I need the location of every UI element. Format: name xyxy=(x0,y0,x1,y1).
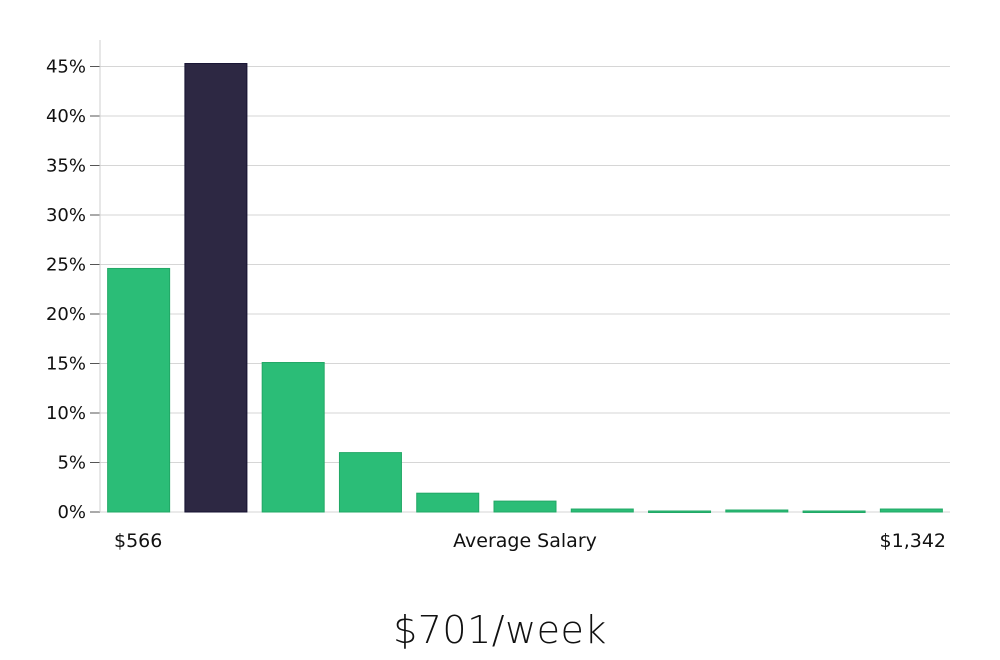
y-tick-label: 30% xyxy=(46,205,86,226)
bar xyxy=(570,508,634,513)
bar xyxy=(261,362,325,513)
bar-highlighted xyxy=(184,63,248,513)
average-salary-headline: $701/week xyxy=(393,608,607,652)
bar xyxy=(648,510,712,514)
y-tick-label: 10% xyxy=(46,403,86,424)
bar xyxy=(416,492,480,513)
y-tick-label: 45% xyxy=(46,57,86,78)
bars xyxy=(107,63,943,514)
salary-histogram-chart: 0% 5% 10% 15% 20% 25% 30% 35% 40% 45% $566 Averag… xyxy=(46,40,950,552)
bar xyxy=(338,452,402,513)
x-max-label: $1,342 xyxy=(880,530,946,552)
y-tick-label: 40% xyxy=(46,106,86,127)
x-axis-label: Average Salary xyxy=(453,530,597,552)
bar xyxy=(802,510,866,514)
bar xyxy=(879,508,943,513)
y-tick-label: 5% xyxy=(57,453,86,474)
bar xyxy=(725,509,789,513)
bar xyxy=(493,500,557,513)
y-tick-label: 15% xyxy=(46,354,86,375)
x-min-label: $566 xyxy=(114,530,162,552)
y-tick-label: 25% xyxy=(46,255,86,276)
bar xyxy=(107,267,171,513)
y-tick-label: 0% xyxy=(57,502,86,523)
y-tick-label: 35% xyxy=(46,156,86,177)
y-tick-label: 20% xyxy=(46,304,86,325)
y-axis-ticks: 0% 5% 10% 15% 20% 25% 30% 35% 40% 45% xyxy=(46,57,100,523)
